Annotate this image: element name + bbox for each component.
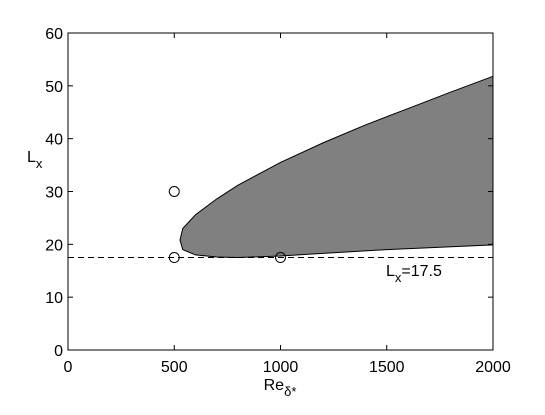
x-label-main: Re — [264, 377, 285, 394]
annotation-sub: x — [395, 270, 402, 285]
annotation: Lx=17.5 — [386, 263, 442, 285]
y-label-sub: x — [36, 156, 43, 171]
x-tick-label: 2000 — [475, 359, 511, 376]
y-tick-label: 30 — [45, 185, 63, 202]
y-label-main: L — [27, 149, 36, 166]
y-tick-label: 60 — [45, 26, 63, 43]
point — [168, 252, 180, 264]
x-axis-label: Reδ* — [264, 377, 297, 399]
y-tick-label: 10 — [45, 290, 63, 307]
point — [275, 252, 286, 264]
y-tick-label: 20 — [45, 237, 63, 254]
x-tick-label: 0 — [64, 359, 73, 376]
x-label-sub: δ* — [284, 384, 296, 399]
x-tick-label: 1000 — [263, 359, 299, 376]
y-tick-label: 0 — [54, 343, 63, 360]
x-tick-label: 500 — [161, 359, 188, 376]
x-tick-label: 1500 — [369, 359, 405, 376]
y-tick-label: 40 — [45, 132, 63, 149]
y-axis-label: Lx — [27, 149, 43, 171]
point — [168, 186, 180, 197]
y-tick-label: 50 — [45, 79, 63, 96]
annotation-rest: =17.5 — [401, 263, 442, 280]
annotation-main: L — [386, 263, 395, 280]
